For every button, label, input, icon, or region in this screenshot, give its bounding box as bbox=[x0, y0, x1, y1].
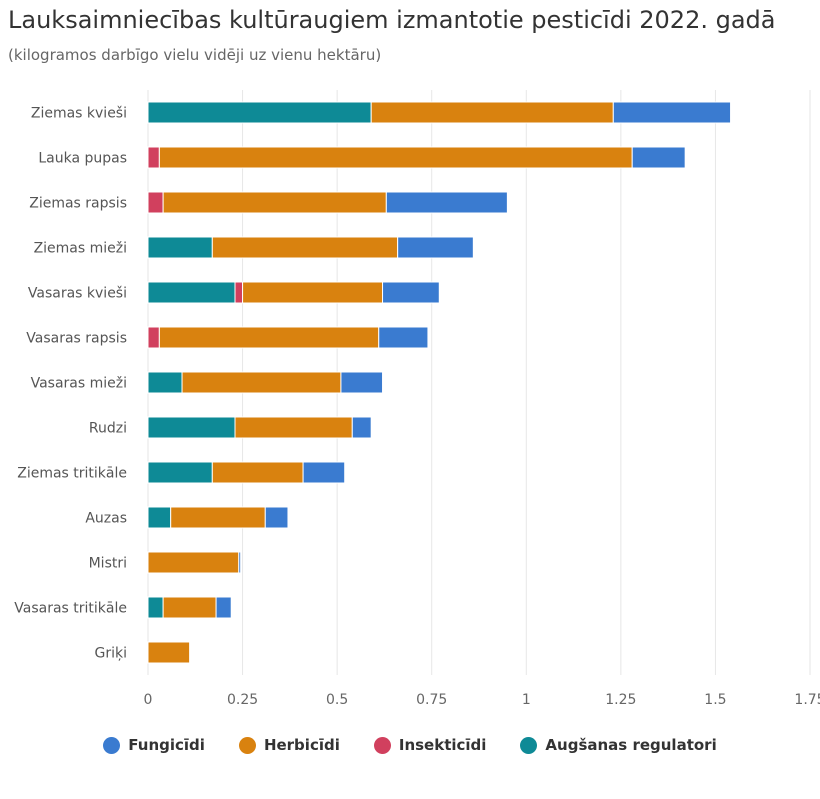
bar-segment[interactable] bbox=[370, 101, 614, 124]
category-label: Vasaras tritikāle bbox=[14, 601, 127, 617]
bar-segment[interactable] bbox=[158, 146, 633, 169]
category-label: Ziemas tritikāle bbox=[17, 466, 127, 482]
x-tick-label: 0 bbox=[144, 692, 153, 708]
category-label: Vasaras kvieši bbox=[28, 286, 127, 302]
bar-segment[interactable] bbox=[170, 506, 266, 529]
category-label: Lauka pupas bbox=[38, 151, 127, 167]
legend: Fungicīdi Herbicīdi Insekticīdi Augšanas re… bbox=[0, 736, 820, 754]
category-label: Rudzi bbox=[89, 421, 127, 437]
bar-segment[interactable] bbox=[238, 551, 242, 574]
legend-label: Insekticīdi bbox=[398, 736, 487, 754]
category-label: Griķi bbox=[95, 646, 128, 662]
bar-segment[interactable] bbox=[181, 371, 342, 394]
bars bbox=[147, 101, 732, 664]
bar-segment[interactable] bbox=[147, 551, 240, 574]
bar-segment[interactable] bbox=[147, 596, 164, 619]
bar-segment[interactable] bbox=[302, 461, 346, 484]
legend-label: Fungicīdi bbox=[128, 736, 205, 754]
category-label: Ziemas kvieši bbox=[31, 106, 127, 122]
chart-subtitle: (kilogramos darbīgo vielu vidēji uz vien… bbox=[8, 46, 382, 64]
bar-segment[interactable] bbox=[264, 506, 289, 529]
bar-segment[interactable] bbox=[147, 371, 183, 394]
bar-segment[interactable] bbox=[234, 416, 353, 439]
chart-title: Lauksaimniecības kultūraugiem izmantotie… bbox=[8, 6, 776, 34]
category-label: Ziemas rapsis bbox=[29, 196, 127, 212]
bar-segment[interactable] bbox=[242, 281, 384, 304]
x-tick-label: 1.25 bbox=[605, 692, 636, 708]
x-tick-label: 0.25 bbox=[227, 692, 258, 708]
category-label: Vasaras mieži bbox=[31, 376, 127, 392]
bar-segment[interactable] bbox=[158, 326, 380, 349]
legend-item[interactable]: Herbicīdi bbox=[238, 736, 340, 754]
bar-segment[interactable] bbox=[147, 236, 213, 259]
legend-marker bbox=[103, 736, 121, 754]
category-label: Vasaras rapsis bbox=[26, 331, 127, 347]
bar-segment[interactable] bbox=[162, 191, 387, 214]
bar-segment[interactable] bbox=[340, 371, 384, 394]
legend-item[interactable]: Augšanas regulatori bbox=[520, 736, 717, 754]
x-tick-label: 0.5 bbox=[326, 692, 348, 708]
legend-label: Augšanas regulatori bbox=[545, 736, 717, 754]
bar-segment[interactable] bbox=[147, 326, 160, 349]
bar-segment[interactable] bbox=[215, 596, 232, 619]
legend-item[interactable]: Fungicīdi bbox=[103, 736, 205, 754]
bar-segment[interactable] bbox=[147, 146, 160, 169]
legend-label: Herbicīdi bbox=[263, 736, 340, 754]
bar-segment[interactable] bbox=[385, 191, 508, 214]
category-labels: Ziemas kvieši Lauka pupas Ziemas rapsis Zie… bbox=[14, 106, 127, 662]
bar-segment[interactable] bbox=[612, 101, 732, 124]
bar-segment[interactable] bbox=[211, 236, 399, 259]
bar-segment[interactable] bbox=[147, 641, 191, 664]
x-tick-label: 0.75 bbox=[416, 692, 447, 708]
bar-segment[interactable] bbox=[351, 416, 372, 439]
bar-segment[interactable] bbox=[147, 506, 172, 529]
bar-segment[interactable] bbox=[147, 416, 236, 439]
category-label: Auzas bbox=[85, 511, 127, 527]
legend-item[interactable]: Insekticīdi bbox=[373, 736, 487, 754]
bar-segment[interactable] bbox=[147, 101, 372, 124]
bar-segment[interactable] bbox=[162, 596, 217, 619]
bar-segment[interactable] bbox=[631, 146, 686, 169]
x-tick-label: 1.5 bbox=[704, 692, 726, 708]
category-label: Mistri bbox=[89, 556, 127, 572]
legend-marker bbox=[238, 736, 256, 754]
x-tick-label: 1.75 bbox=[794, 692, 820, 708]
bar-segment[interactable] bbox=[147, 191, 164, 214]
bar-segment[interactable] bbox=[397, 236, 474, 259]
category-label: Ziemas mieži bbox=[34, 241, 127, 257]
legend-marker bbox=[520, 736, 538, 754]
bar-segment[interactable] bbox=[211, 461, 304, 484]
bar-segment[interactable] bbox=[234, 281, 244, 304]
bar-segment[interactable] bbox=[378, 326, 429, 349]
legend-marker bbox=[373, 736, 391, 754]
bar-segment[interactable] bbox=[147, 461, 213, 484]
x-tick-label: 1 bbox=[522, 692, 531, 708]
x-tick-labels: 0 0.25 0.5 0.75 1 1.25 1.5 1.75 bbox=[144, 692, 820, 708]
bar-segment[interactable] bbox=[147, 281, 236, 304]
bar-segment[interactable] bbox=[382, 281, 440, 304]
